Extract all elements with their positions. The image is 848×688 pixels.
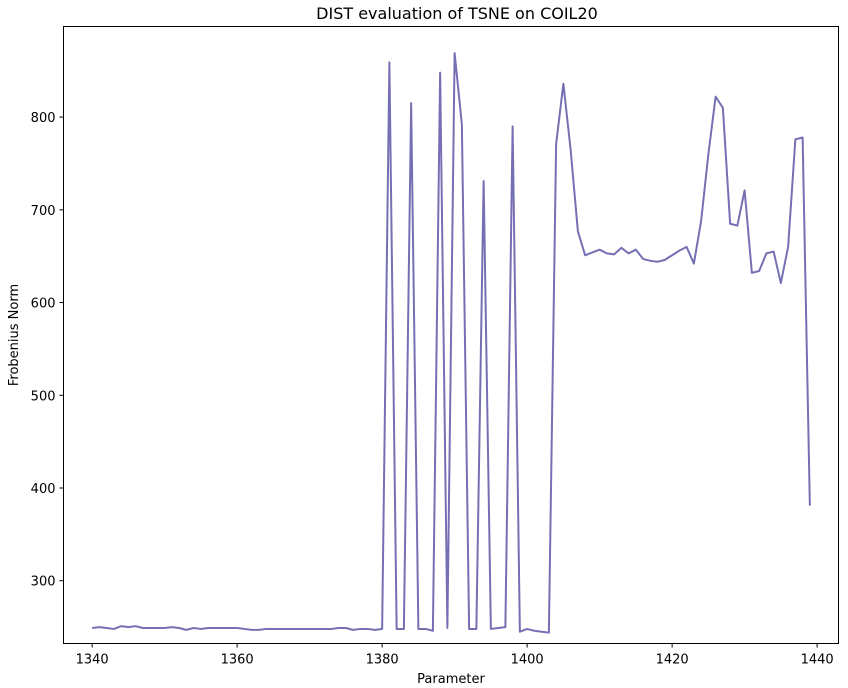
y-tick-label: 700 <box>31 204 56 219</box>
y-tick-label: 300 <box>31 575 56 590</box>
y-tick-label: 600 <box>31 297 56 312</box>
x-tick-label: 1400 <box>511 653 544 668</box>
y-tick-label: 400 <box>31 482 56 497</box>
x-axis-label: Parameter <box>417 672 485 687</box>
x-tick-label: 1340 <box>76 653 109 668</box>
axis-ticks: 1340 1360 1380 1400 1420 1440 300 400 500 600 700 8… <box>31 111 834 667</box>
x-tick-label: 1380 <box>366 653 399 668</box>
x-tick-label: 1420 <box>656 653 689 668</box>
y-tick-label: 500 <box>31 389 56 404</box>
y-tick-label: 800 <box>31 111 56 126</box>
chart-title: DIST evaluation of TSNE on COIL20 <box>316 4 598 23</box>
plot-frame <box>63 26 839 644</box>
series-line <box>92 52 811 634</box>
x-tick-label: 1360 <box>221 653 254 668</box>
x-tick-label: 1440 <box>801 653 834 668</box>
y-axis-label: Frobenius Norm <box>7 284 22 386</box>
